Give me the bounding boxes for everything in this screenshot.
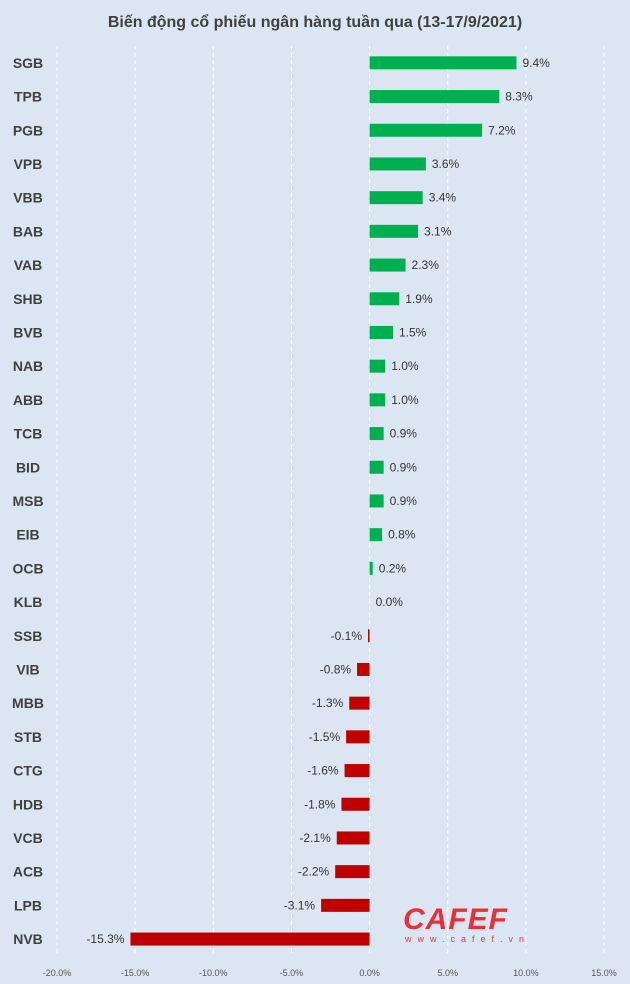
category-label: OCB <box>12 560 43 576</box>
bar-pgb <box>369 123 483 137</box>
x-tick-label: 0.0% <box>359 968 380 978</box>
x-tick-label: -5.0% <box>280 968 304 978</box>
x-axis-ticks: -20.0% -15.0% -10.0% -5.0% 0.0% 5.0% 10.0% 15.0… <box>43 968 617 978</box>
bar-sgb <box>369 56 517 70</box>
bar-hdb <box>341 797 370 811</box>
x-tick-label: -20.0% <box>43 968 72 978</box>
cafef-watermark: CAFEF www.cafef.vn <box>403 903 530 944</box>
category-label: ABB <box>13 392 43 408</box>
bar-eib <box>369 528 383 542</box>
bar-ctg <box>344 764 370 778</box>
data-label: 1.5% <box>399 325 427 339</box>
category-label: NVB <box>13 931 43 947</box>
data-label: 0.2% <box>379 561 407 575</box>
watermark-url: www.cafef.vn <box>404 934 530 944</box>
data-label: -0.1% <box>331 629 363 643</box>
category-label: CTG <box>13 763 43 779</box>
category-label: MBB <box>12 695 44 711</box>
watermark-logo-text: CAFEF <box>403 903 508 936</box>
x-tick-label: 15.0% <box>591 968 617 978</box>
data-label: -1.3% <box>312 696 344 710</box>
category-label: VAB <box>14 257 43 273</box>
category-label: SHB <box>13 291 43 307</box>
category-label: VBB <box>13 190 43 206</box>
bar-vpb <box>369 157 426 171</box>
data-label: -1.8% <box>304 797 336 811</box>
category-labels: SGB TPB PGB VPB VBB BAB VAB SHB BVB NAB ABB TCB BID M… <box>12 55 44 947</box>
data-label: -2.2% <box>298 865 330 879</box>
category-label: STB <box>14 729 42 745</box>
data-label: 0.9% <box>390 427 418 441</box>
category-label: VCB <box>13 830 43 846</box>
data-label: 3.6% <box>432 157 460 171</box>
category-label: KLB <box>14 594 43 610</box>
category-label: SSB <box>14 628 43 644</box>
data-label: 3.1% <box>424 224 452 238</box>
chart-title: Biến động cổ phiếu ngân hàng tuần qua (1… <box>108 13 522 31</box>
bar-stb <box>346 730 370 744</box>
bar-mbb <box>349 696 370 710</box>
category-label: VIB <box>16 661 39 677</box>
bar-vbb <box>369 191 423 205</box>
data-label: 8.3% <box>505 90 533 104</box>
data-label: -1.6% <box>307 764 339 778</box>
data-label: 0.8% <box>388 528 416 542</box>
bar-vcb <box>336 831 370 845</box>
bar-acb <box>335 865 370 879</box>
category-label: ACB <box>13 864 43 880</box>
bar-tpb <box>369 90 500 104</box>
x-tick-label: -10.0% <box>199 968 228 978</box>
category-label: VPB <box>14 156 43 172</box>
category-label: TPB <box>14 89 42 105</box>
x-tick-label: -15.0% <box>121 968 150 978</box>
bar-lpb <box>321 898 370 912</box>
bar-bvb <box>369 325 394 339</box>
x-tick-label: 5.0% <box>437 968 458 978</box>
data-label: 0.9% <box>390 494 418 508</box>
data-label: 1.0% <box>391 393 419 407</box>
category-label: EIB <box>16 527 39 543</box>
bar-msb <box>369 494 384 508</box>
category-label: HDB <box>13 796 43 812</box>
data-label: -0.8% <box>320 662 352 676</box>
bar-vib <box>357 662 370 676</box>
category-label: LPB <box>14 897 42 913</box>
category-label: PGB <box>13 122 43 138</box>
category-label: NAB <box>13 358 43 374</box>
data-label: -2.1% <box>299 831 331 845</box>
bar-nvb <box>130 932 370 946</box>
category-label: TCB <box>14 426 43 442</box>
data-label: 1.9% <box>405 292 433 306</box>
bar-bab <box>369 224 419 238</box>
data-label: 3.4% <box>429 191 457 205</box>
data-label: 9.4% <box>522 56 550 70</box>
data-label: 1.0% <box>391 359 419 373</box>
data-label: 2.3% <box>412 258 440 272</box>
category-label: BID <box>16 459 40 475</box>
data-label: 0.9% <box>390 460 418 474</box>
category-label: BAB <box>13 223 43 239</box>
bars <box>130 56 517 946</box>
bar-vab <box>369 258 406 272</box>
data-label: -1.5% <box>309 730 341 744</box>
data-label: -3.1% <box>284 898 316 912</box>
bar-nab <box>369 359 386 373</box>
data-labels: 9.4% 8.3% 7.2% 3.6% 3.4% 3.1% 2.3% 1.9% 1.5% 1.0%… <box>86 56 550 946</box>
bar-ssb <box>368 629 370 643</box>
data-label: -15.3% <box>86 932 124 946</box>
category-label: SGB <box>13 55 43 71</box>
bar-tcb <box>369 427 384 441</box>
data-label: 7.2% <box>488 123 516 137</box>
bar-ocb <box>369 561 373 575</box>
bar-shb <box>369 292 400 306</box>
category-label: BVB <box>13 324 43 340</box>
x-tick-label: 10.0% <box>513 968 539 978</box>
data-label: 0.0% <box>376 595 404 609</box>
category-label: MSB <box>12 493 43 509</box>
bar-abb <box>369 393 386 407</box>
bar-bid <box>369 460 384 474</box>
